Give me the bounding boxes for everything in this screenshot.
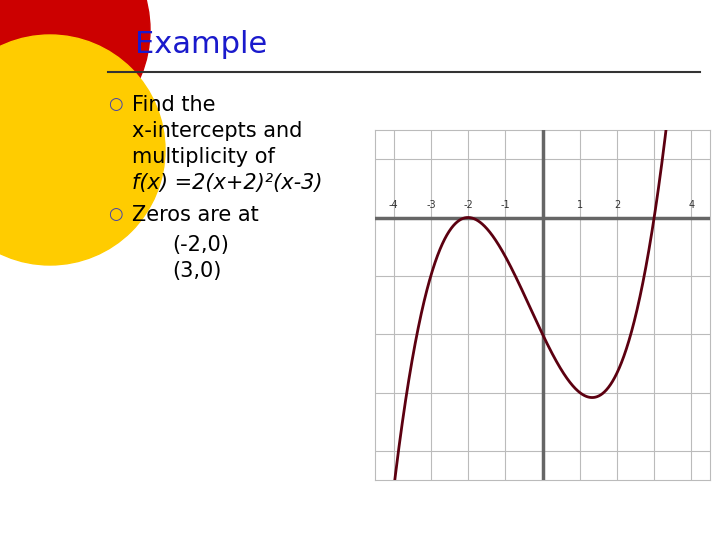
Text: -4: -4: [389, 200, 398, 210]
Text: -1: -1: [500, 200, 510, 210]
Text: multiplicity of: multiplicity of: [132, 147, 275, 167]
Text: -3: -3: [426, 200, 436, 210]
Text: Find the: Find the: [132, 95, 215, 115]
Text: -2: -2: [463, 200, 473, 210]
Text: Zeros are at: Zeros are at: [132, 205, 258, 225]
Text: (3,0): (3,0): [172, 261, 221, 281]
Text: 2: 2: [614, 200, 620, 210]
Text: 1: 1: [577, 200, 582, 210]
Text: ○: ○: [108, 95, 122, 113]
Text: 4: 4: [688, 200, 695, 210]
Text: x-intercepts and: x-intercepts and: [132, 121, 302, 141]
Circle shape: [0, 0, 150, 150]
Text: f(x) =2(x+2)²(x-3): f(x) =2(x+2)²(x-3): [132, 173, 323, 193]
Circle shape: [0, 35, 165, 265]
Text: Example: Example: [135, 30, 267, 59]
Text: ○: ○: [108, 205, 122, 223]
Text: (-2,0): (-2,0): [172, 235, 229, 255]
